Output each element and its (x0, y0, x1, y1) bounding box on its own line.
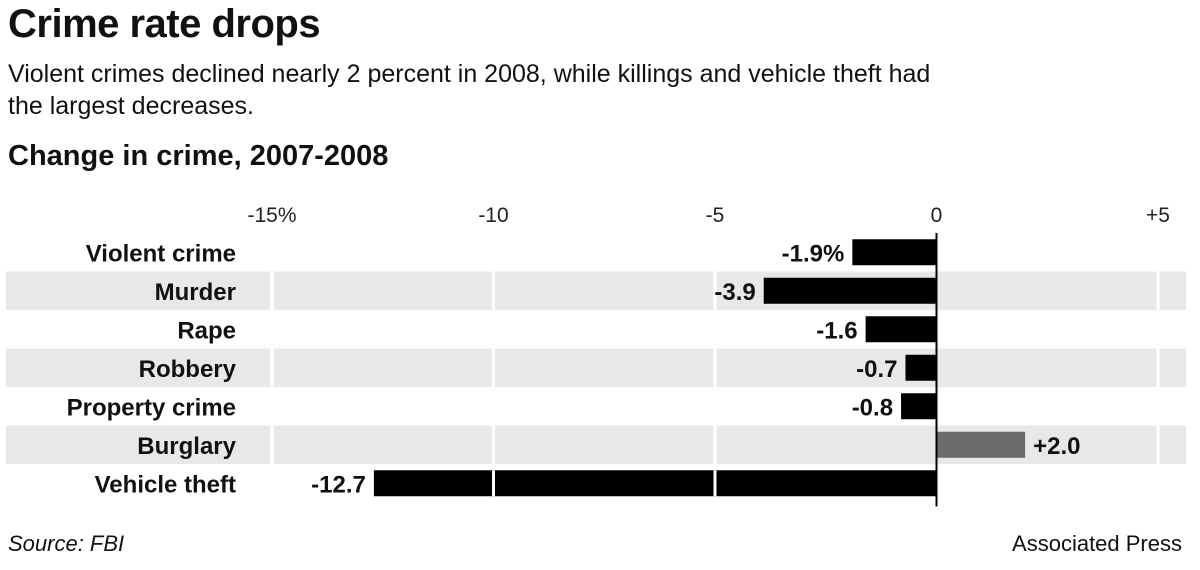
value-labels: -1.9% -3.9 -1.6 -0.7 -0.8 +2.0 -12.7 (311, 240, 1080, 498)
bar-chart: -15% -10 -5 0 +5 Violent crime Murder Rape Robb… (6, 204, 1186, 507)
tick-label: 0 (931, 204, 943, 227)
category-label: Murder (155, 279, 236, 306)
value-label: -3.9 (714, 279, 755, 306)
credit-note: Associated Press (1012, 531, 1182, 556)
tick-label: -15% (247, 204, 296, 227)
value-label: +2.0 (1033, 433, 1080, 460)
category-label: Property crime (67, 394, 236, 421)
category-label: Burglary (137, 433, 236, 460)
source-note: Source: FBI (8, 531, 125, 556)
value-label: -0.7 (856, 356, 897, 383)
bar (936, 431, 1026, 458)
value-label: -12.7 (311, 471, 366, 498)
bar (852, 239, 937, 266)
row-band (6, 271, 1186, 310)
chart-subtitle: Violent crimes declined nearly 2 percent… (8, 60, 931, 120)
chart-title-main: Crime rate drops (8, 2, 321, 46)
x-axis-ticks: -15% -10 -5 0 +5 (247, 204, 1170, 503)
category-label: Rape (177, 317, 236, 344)
value-label: -0.8 (852, 394, 893, 421)
tick-label: +5 (1146, 204, 1170, 227)
bar (763, 277, 937, 304)
tick-label: -10 (478, 204, 508, 227)
bars (373, 239, 1026, 497)
bar (865, 316, 937, 343)
bar (901, 393, 937, 420)
category-labels: Violent crime Murder Rape Robbery Property c… (67, 240, 237, 498)
category-label: Violent crime (86, 240, 236, 267)
value-label: -1.9% (782, 240, 845, 267)
row-band (6, 348, 1186, 387)
tick-label: -5 (706, 204, 725, 227)
bar (905, 354, 937, 381)
value-label: -1.6 (816, 317, 857, 344)
bar (373, 470, 937, 497)
category-label: Vehicle theft (95, 471, 236, 498)
category-label: Robbery (139, 356, 237, 383)
chart-heading: Change in crime, 2007-2008 (8, 140, 389, 172)
